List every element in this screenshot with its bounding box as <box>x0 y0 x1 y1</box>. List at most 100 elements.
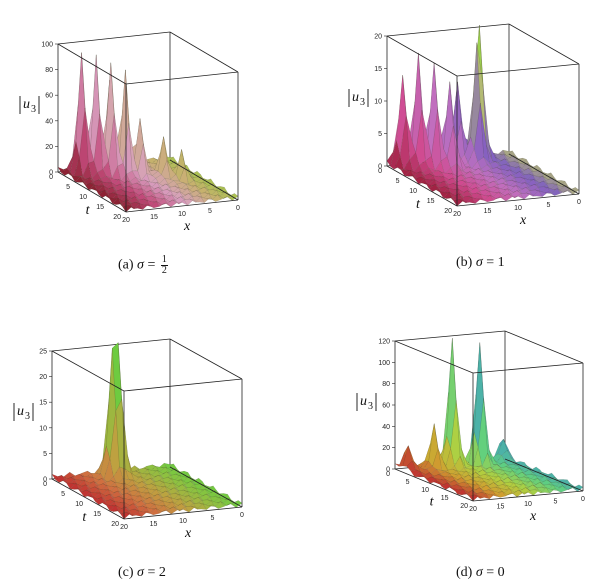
z-tick-label: 100 <box>378 360 390 367</box>
z-label-subscript: 3 <box>368 401 373 412</box>
caption-value: 1 <box>497 255 505 270</box>
x-tick-label: 10 <box>178 211 186 218</box>
x-tick-label: 20 <box>122 217 130 224</box>
box-edge-base-right <box>508 153 580 195</box>
box-edge-top-right <box>169 338 243 380</box>
z-label-subscript: 3 <box>25 411 30 422</box>
box-edge-top-left <box>394 340 474 374</box>
bounding-box-front <box>394 330 584 502</box>
chart-panel-a: 0 20 40 60 80 100 0 5 10 15 20 20 15 10 5 0 t x u 3 (a) σ =… <box>0 0 299 292</box>
x-tick-label: 10 <box>179 518 187 525</box>
t-tick-label: 20 <box>113 214 121 221</box>
surface <box>386 25 580 207</box>
box-edge-t-axis <box>51 478 125 520</box>
t-tick-label: 5 <box>66 184 70 191</box>
x-tick-label: 10 <box>524 501 532 508</box>
t-axis-label: t <box>416 197 421 212</box>
box-edge-t-axis <box>394 468 474 502</box>
box-edge-base-right <box>504 458 584 492</box>
box-edge-x-axis <box>456 193 580 207</box>
t-tick-label: 0 <box>49 174 53 181</box>
caption-b: (b) σ = 1 <box>456 255 505 271</box>
fraction-denominator: 2 <box>161 265 167 276</box>
caption-equals: = <box>486 255 495 270</box>
x-axis-label: x <box>519 213 527 228</box>
caption-value: 2 <box>158 565 166 580</box>
z-tick-label: 40 <box>382 424 390 431</box>
t-tick-label: 0 <box>386 471 390 478</box>
caption-symbol: σ <box>137 565 144 580</box>
caption-c: (c) σ = 2 <box>118 565 166 581</box>
t-tick-label: 20 <box>111 521 119 528</box>
z-tick-label: 15 <box>39 400 47 407</box>
caption-d: (d) σ = 0 <box>456 565 505 581</box>
x-tick-label: 5 <box>554 499 558 506</box>
t-tick-label: 10 <box>421 487 429 494</box>
box-edge-top-back <box>394 330 506 342</box>
x-tick-label: 5 <box>211 515 215 522</box>
t-tick-label: 20 <box>460 503 468 510</box>
x-tick-label: 5 <box>547 202 551 209</box>
box-edge-top-left <box>57 43 127 85</box>
x-tick-label: 20 <box>469 506 477 513</box>
fraction-numerator: 1 <box>160 254 168 266</box>
box-edge-top-front <box>123 378 243 392</box>
box-edge-base-right <box>169 466 243 508</box>
z-tick-label: 40 <box>45 118 53 125</box>
t-tick-label: 10 <box>409 188 417 195</box>
z-tick-label: 0 <box>378 164 382 171</box>
x-tick-label: 0 <box>581 496 585 503</box>
z-tick-label: 10 <box>39 425 47 432</box>
caption-letter: (d) <box>456 565 473 580</box>
box-edge-base-right <box>169 159 239 201</box>
x-tick-label: 15 <box>150 214 158 221</box>
box-edge-t-axis <box>386 165 458 207</box>
box-edge-x-axis <box>125 199 239 213</box>
box-edge-t-axis <box>57 171 127 213</box>
z-tick-label: 120 <box>378 339 390 346</box>
chart-panel-b: 0 5 10 15 20 0 5 10 15 20 20 15 10 5 0 t x u 3 (b) σ = 1 <box>299 0 598 292</box>
x-tick-label: 0 <box>240 512 244 519</box>
z-tick-label: 60 <box>45 93 53 100</box>
caption-letter: (b) <box>456 255 473 270</box>
t-axis-label: t <box>86 203 91 218</box>
x-axis-label: x <box>529 509 537 524</box>
x-axis-label: x <box>184 526 192 541</box>
x-tick-label: 0 <box>236 205 240 212</box>
caption-equals: = <box>147 257 156 273</box>
box-edge-top-front <box>125 71 239 85</box>
t-tick-label: 5 <box>61 491 65 498</box>
surface <box>394 338 584 502</box>
t-tick-label: 0 <box>43 481 47 488</box>
box-edge-top-back <box>51 338 171 352</box>
surface <box>51 342 243 520</box>
t-axis-label: t <box>430 494 435 509</box>
box-edge-top-left <box>51 350 125 392</box>
x-tick-label: 5 <box>208 208 212 215</box>
t-tick-label: 10 <box>79 194 87 201</box>
t-tick-label: 15 <box>441 495 449 502</box>
x-tick-label: 15 <box>150 521 158 528</box>
caption-equals: = <box>147 565 156 580</box>
z-label-base: u <box>17 404 24 419</box>
box-edge-x-axis <box>123 506 243 520</box>
t-tick-label: 5 <box>396 178 400 185</box>
bounding-box-front <box>57 31 239 213</box>
box-edge-top-front <box>456 63 580 77</box>
z-tick-label: 10 <box>374 99 382 106</box>
x-tick-label: 10 <box>514 205 522 212</box>
z-tick-label: 15 <box>374 66 382 73</box>
box-edge-top-back <box>57 31 171 45</box>
z-tick-label: 20 <box>39 374 47 381</box>
z-tick-label: 25 <box>39 349 47 356</box>
z-tick-label: 80 <box>382 381 390 388</box>
box-edge-top-right <box>169 31 239 73</box>
surface <box>57 52 239 213</box>
